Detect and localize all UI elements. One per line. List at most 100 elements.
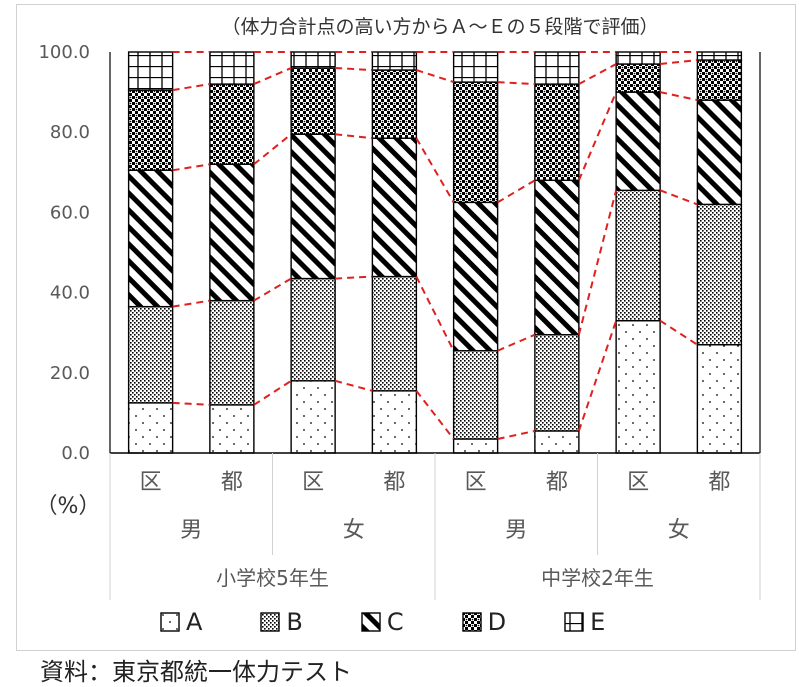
connector-line [253,277,292,302]
connector-line [172,299,211,308]
bar-segment-B [127,305,174,404]
legend-swatch [361,612,381,632]
bar-segment-E [534,51,580,85]
bar-segment-C [290,133,336,280]
x-category-label: 都 [708,470,730,495]
bar-segment-C [209,163,255,302]
legend-label: D [487,608,507,636]
connector-line [497,333,536,352]
bar-segment-E [127,51,174,91]
bar-segment-C [127,169,174,308]
legend-item-C: C [361,608,404,636]
connector-line [415,137,455,203]
bar-segment-E [290,51,336,69]
connector-line [660,59,698,66]
x-category-label: 都 [383,470,405,495]
connector-line [335,133,373,140]
connector-line [578,63,617,85]
connector-line [577,320,618,432]
legend-label: A [186,608,203,636]
source-note: 資料：東京都統一体力テスト [40,658,352,686]
connector-line [497,81,535,86]
connector-line [416,69,454,84]
connector-line [172,163,211,172]
legend-label: E [590,608,606,636]
bar-segment-D [371,69,418,139]
bar-segment-B [371,275,418,392]
connector-line [497,179,536,204]
connector-line [172,401,210,406]
bar-segment-D [615,63,661,93]
bar-segment-C [615,91,661,192]
bar-segment-B [209,299,255,406]
legend-item-A: A [160,608,202,636]
bar-segment-B [452,350,499,440]
x-group-label-sex: 女 [343,518,365,543]
bar-segment-D [452,81,499,204]
bar-segment-D [534,83,580,182]
legend: A B C D E [160,608,605,636]
connector-line [335,275,373,280]
x-group-label-school: 小学校5年生 [216,566,329,590]
x-group-label-sex: 女 [668,518,690,543]
legend-swatch [461,612,482,632]
legend-label: C [386,608,404,636]
connector-line [577,190,618,335]
y-tick-label: 80.0 [50,122,90,143]
connector-line [253,67,292,85]
bar-segment-B [290,277,336,382]
connector-line [415,390,455,440]
y-axis-unit: （%） [36,494,101,519]
connector-line [659,91,698,102]
bar-segment-E [371,51,418,71]
bar-segment-D [696,59,743,101]
connector-line [172,83,211,92]
y-tick-label: 100.0 [38,42,90,63]
legend-swatch [260,612,281,632]
legend-item-E: E [564,608,605,636]
connector-line [253,379,292,406]
x-category-label: 区 [465,470,487,495]
bar-segment-A [127,402,174,454]
legend-item-B: B [260,608,303,636]
bar-segment-D [127,89,174,171]
y-tick-label: 0.0 [61,443,90,464]
connector-line [253,133,292,166]
bar-segment-A [696,344,743,454]
bar-segment-C [371,137,418,278]
x-category-label: 区 [302,470,324,495]
connector-line [334,379,373,392]
legend-swatch [160,612,180,632]
bar-segment-A [290,380,336,454]
bar-segment-B [615,189,661,322]
bar-segment-A [371,390,418,454]
connector-line [335,67,373,72]
bar-segment-A [452,438,499,454]
x-group-label-sex: 男 [505,518,527,543]
chart-title: （体力合計点の高い方からＡ～Ｅの５段階で評価） [221,16,658,38]
y-tick-label: 40.0 [50,283,90,304]
legend-label: B [286,608,303,636]
bar-segment-C [534,179,580,336]
connector-line [577,91,618,181]
connector-line [415,276,455,352]
connector-line [497,429,536,440]
bar-segment-A [615,319,661,454]
bar-segment-A [209,404,255,454]
legend-item-D: D [461,608,507,636]
connector-line [659,319,698,346]
bar-segment-A [534,430,580,454]
bar-segment-C [696,99,743,206]
connector-line [659,189,698,206]
x-category-label: 都 [546,470,568,495]
x-category-label: 区 [140,470,162,495]
bar-segment-C [452,201,499,352]
x-group-label-school: 中学校2年生 [541,566,654,590]
x-category-label: 区 [627,470,649,495]
x-group-label-sex: 男 [180,518,202,543]
bar-segment-E [452,51,499,83]
bar-segment-D [209,83,255,165]
legend-swatch [564,612,584,632]
bar-segment-E [209,51,255,85]
